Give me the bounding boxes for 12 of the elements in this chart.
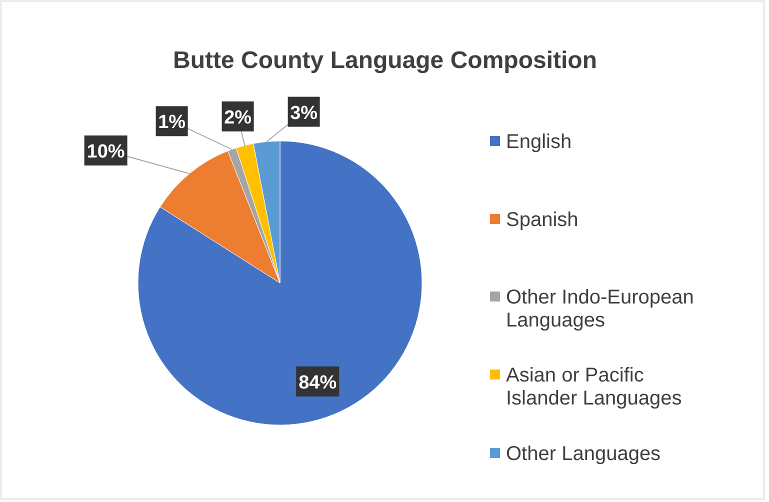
legend-label: Asian or Pacific Islander Languages [506, 364, 682, 410]
data-label: 10% [86, 141, 125, 162]
legend-label: Other Indo-European Languages [506, 286, 694, 332]
data-label: 84% [298, 372, 337, 394]
legend-label: Other Languages [506, 443, 661, 465]
legend-label: Spanish [506, 209, 578, 231]
data-label: 2% [224, 107, 252, 128]
data-label: 1% [158, 112, 186, 134]
legend-label: English [506, 131, 572, 153]
data-label: 3% [290, 102, 318, 124]
pie-slice [138, 140, 422, 426]
chart-title: Butte County Language Composition [173, 47, 597, 74]
